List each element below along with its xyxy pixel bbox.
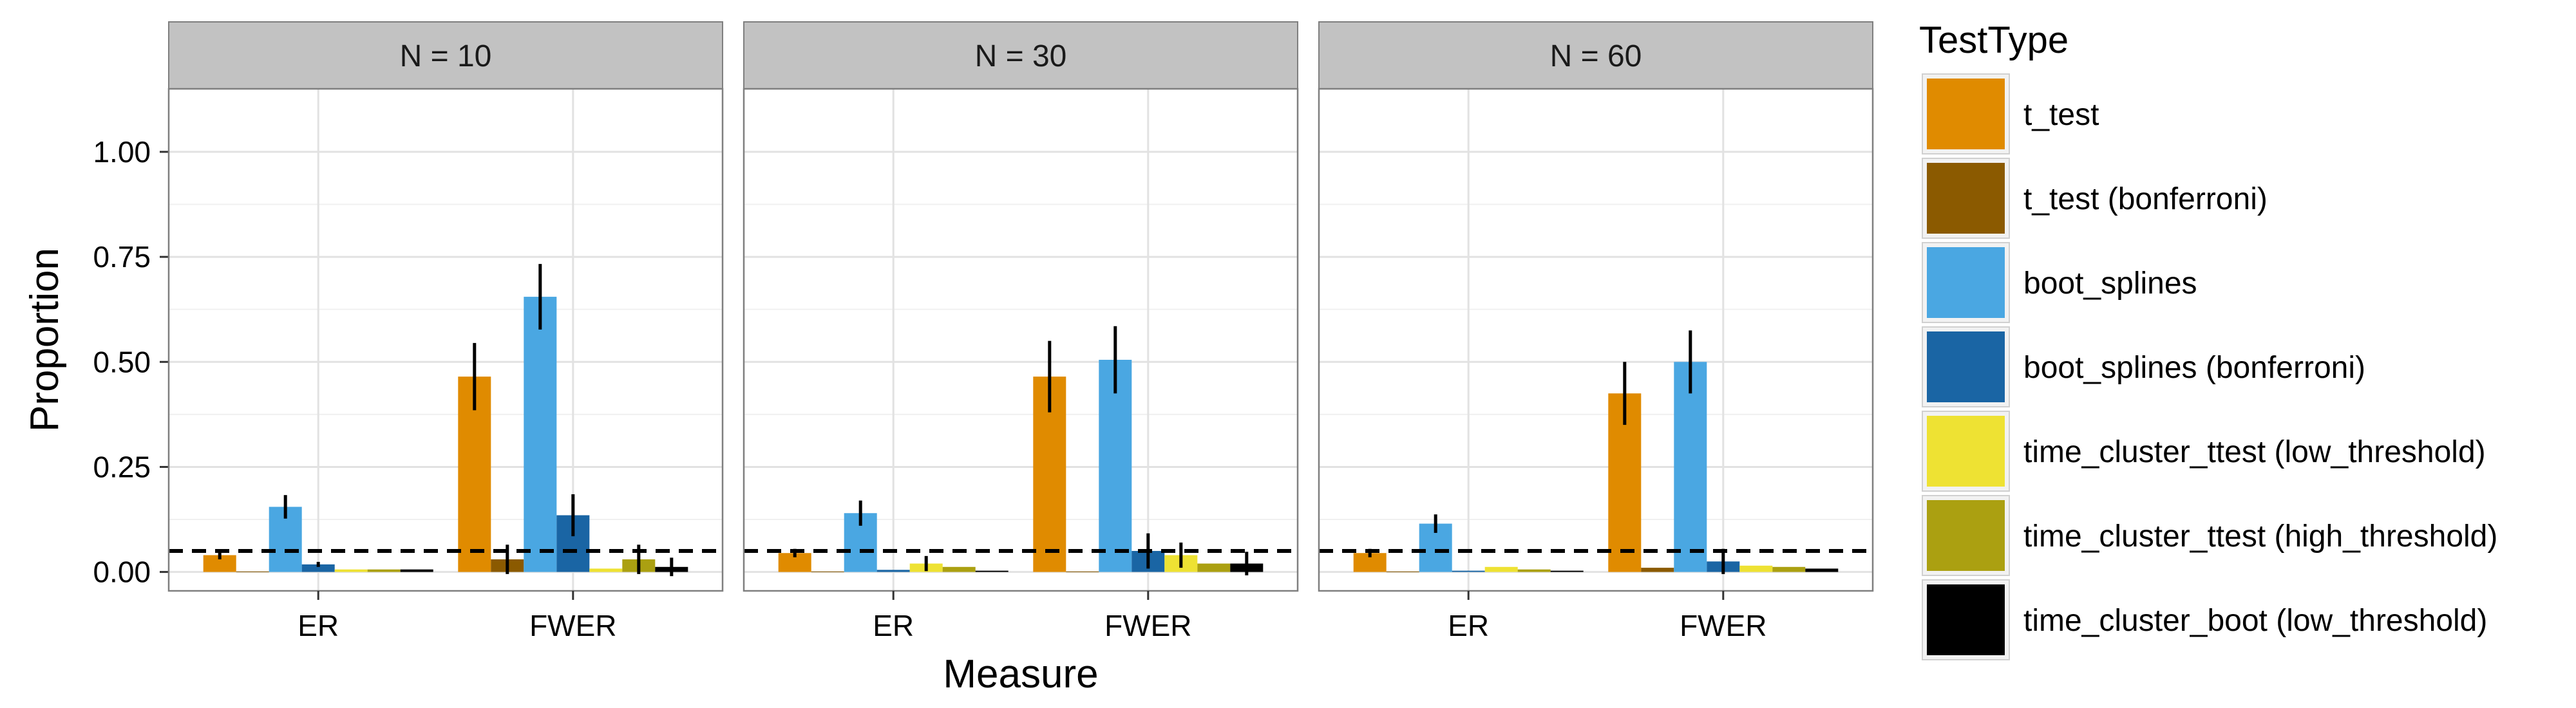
facet-panel-1: N = 10 ER FWER: [167, 21, 724, 642]
bar: [1550, 570, 1584, 572]
legend-key-swatch: [1927, 416, 2005, 487]
legend-entry-label: t_test: [2023, 98, 2099, 132]
bar: [400, 569, 433, 572]
facet-panel-2: N = 30 ER FWER: [743, 21, 1299, 642]
y-tick-label: 0.50: [93, 345, 151, 378]
bar: [1805, 568, 1839, 572]
bar: [1517, 569, 1551, 572]
panel-border: [167, 88, 724, 592]
bar: [1484, 566, 1518, 572]
legend-entry-label: boot_splines: [2023, 266, 2197, 301]
bar: [975, 570, 1009, 572]
bar: [1739, 565, 1773, 572]
facet-strip-label: N = 30: [975, 39, 1067, 73]
bar: [1772, 566, 1806, 572]
bar: [1099, 360, 1132, 572]
bar: [589, 568, 623, 572]
facet-strip-label: N = 60: [1550, 39, 1642, 73]
x-tick-label: FWER: [1104, 609, 1191, 642]
bar: [334, 569, 368, 572]
facet-strip: [168, 21, 723, 89]
legend-entry-label: time_cluster_ttest (low_threshold): [2023, 435, 2486, 469]
bar: [876, 570, 910, 572]
facet-panel-3: N = 60 ER FWER: [1318, 21, 1874, 642]
facet-strip: [743, 21, 1298, 89]
y-tick-label: 1.00: [93, 135, 151, 169]
legend-key-swatch: [1927, 247, 2005, 318]
panel-border: [743, 88, 1299, 592]
x-tick-label: FWER: [1680, 609, 1766, 642]
legend-entry-label: boot_splines (bonferroni): [2023, 351, 2365, 385]
bar: [942, 566, 976, 572]
bar: [367, 569, 401, 572]
bar: [1197, 563, 1231, 572]
bar: [524, 297, 557, 572]
y-tick-label: 0.25: [93, 450, 151, 483]
x-tick-label: FWER: [529, 609, 616, 642]
facet-strip-label: N = 10: [400, 39, 492, 73]
x-tick-label: ER: [1448, 609, 1489, 642]
bar: [1641, 568, 1674, 572]
y-tick-label: 0.00: [93, 555, 151, 589]
bar: [301, 564, 335, 572]
legend: TestType t_test t_test (bonferroni) boot_sp…: [1919, 19, 2497, 660]
bar: [1452, 570, 1485, 572]
panel-background: [744, 89, 1298, 591]
legend-entry-label: time_cluster_ttest (high_threshold): [2023, 519, 2497, 554]
x-axis-title: Measure: [943, 652, 1098, 696]
x-tick-label: ER: [873, 609, 914, 642]
legend-key-swatch: [1927, 163, 2005, 234]
y-axis-title: Proportion: [23, 248, 67, 432]
bar: [1674, 362, 1707, 572]
legend-title: TestType: [1919, 19, 2069, 61]
legend-key-swatch: [1927, 79, 2005, 149]
y-tick-label: 0.75: [93, 240, 151, 274]
panel-border: [1318, 88, 1874, 592]
legend-entry-label: time_cluster_boot (low_threshold): [2023, 604, 2487, 638]
legend-key-swatch: [1927, 500, 2005, 571]
x-tick-label: ER: [298, 609, 339, 642]
panel-background: [1319, 89, 1873, 591]
legend-key-swatch: [1927, 331, 2005, 402]
legend-entry-label: t_test (bonferroni): [2023, 182, 2268, 216]
panel-background: [169, 89, 723, 591]
legend-key-swatch: [1927, 584, 2005, 655]
facet-strip: [1318, 21, 1873, 89]
